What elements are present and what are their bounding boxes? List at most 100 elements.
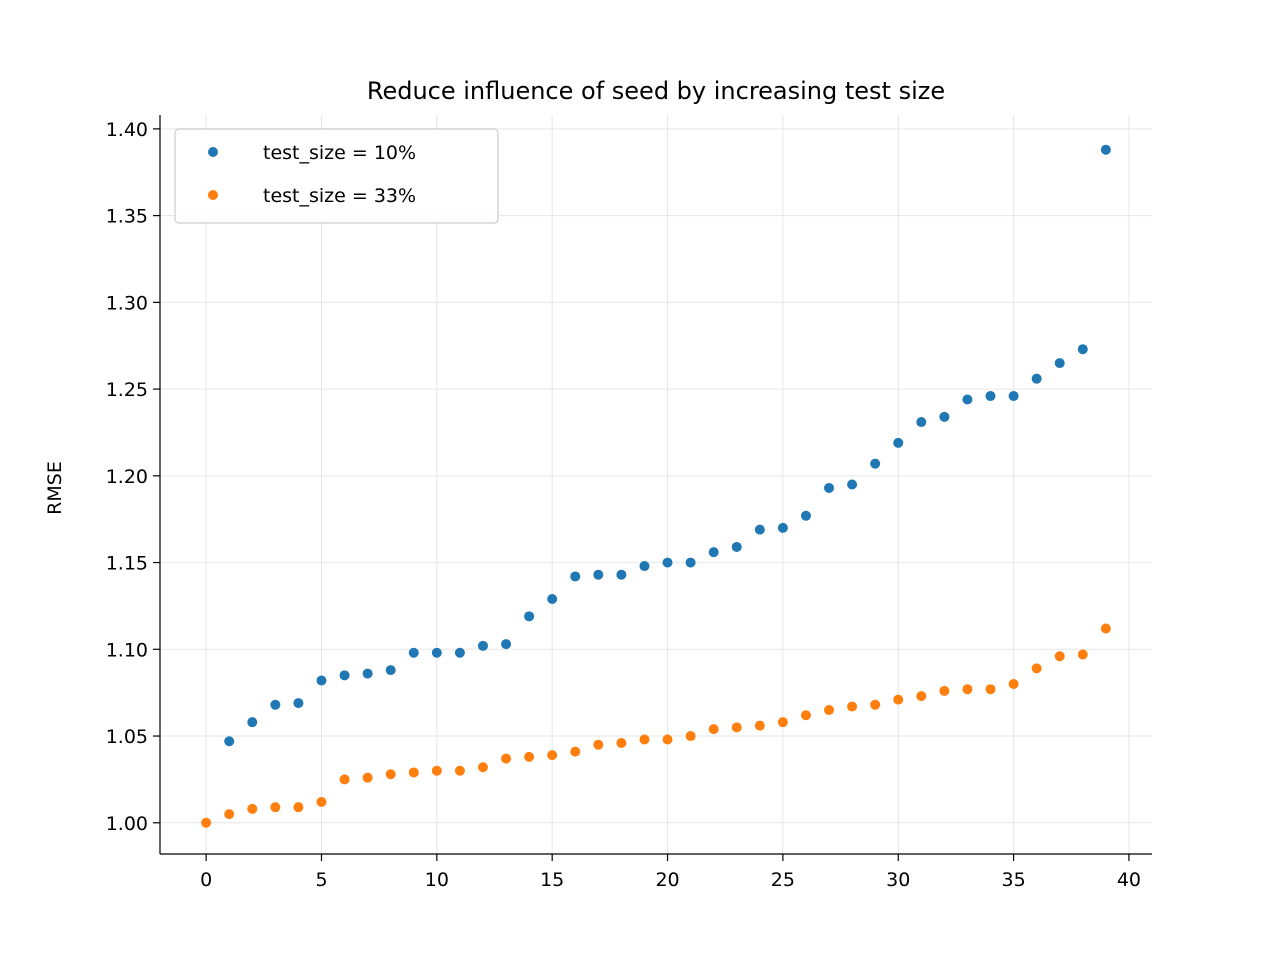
y-tick-label: 1.30	[106, 292, 148, 314]
data-point-series-1	[501, 639, 512, 650]
y-tick-label: 1.20	[106, 466, 148, 488]
x-tick-label: 25	[771, 869, 795, 891]
data-point-series-1	[777, 522, 788, 533]
data-point-series-1	[408, 647, 419, 658]
data-point-series-2	[1031, 663, 1042, 674]
data-point-series-2	[985, 684, 996, 695]
data-point-series-1	[593, 569, 604, 580]
x-tick-label: 40	[1117, 869, 1141, 891]
legend-label: test_size = 33%	[263, 185, 416, 207]
data-point-series-1	[1031, 373, 1042, 384]
data-point-series-1	[870, 458, 881, 469]
data-point-series-2	[1008, 678, 1019, 689]
y-tick-label: 1.35	[106, 206, 148, 228]
legend-marker	[208, 190, 218, 200]
data-point-series-2	[824, 705, 835, 716]
data-point-series-2	[385, 769, 396, 780]
data-point-series-1	[985, 391, 996, 402]
data-point-series-2	[270, 802, 281, 813]
data-points	[201, 144, 1111, 828]
data-point-series-2	[870, 699, 881, 710]
y-tick-label: 1.00	[106, 813, 148, 835]
data-point-series-2	[962, 684, 973, 695]
data-point-series-1	[1077, 344, 1088, 355]
data-point-series-2	[339, 774, 350, 785]
axes-spines	[159, 115, 1152, 855]
data-point-series-2	[916, 691, 927, 702]
data-point-series-2	[939, 685, 950, 696]
data-point-series-1	[224, 736, 235, 747]
x-tick-label: 0	[200, 869, 212, 891]
data-point-series-1	[1100, 144, 1111, 155]
y-tick-label: 1.25	[106, 379, 148, 401]
x-tick-label: 35	[1001, 869, 1025, 891]
x-tick-label: 5	[315, 869, 327, 891]
data-point-series-1	[362, 668, 373, 679]
data-point-series-1	[385, 665, 396, 676]
data-point-series-1	[893, 437, 904, 448]
data-point-series-1	[639, 561, 650, 572]
x-tick-label: 15	[540, 869, 564, 891]
data-point-series-1	[247, 717, 258, 728]
data-point-series-1	[962, 394, 973, 405]
data-point-series-1	[270, 699, 281, 710]
data-point-series-1	[524, 611, 535, 622]
data-point-series-1	[339, 670, 350, 681]
data-point-series-1	[431, 647, 442, 658]
y-tick-label: 1.10	[106, 639, 148, 661]
legend: test_size = 10% test_size = 33%	[174, 128, 499, 224]
data-point-series-2	[201, 817, 212, 828]
x-tick-label: 10	[425, 869, 449, 891]
data-point-series-2	[800, 710, 811, 721]
data-point-series-1	[454, 647, 465, 658]
data-point-series-1	[939, 411, 950, 422]
x-tick-label: 20	[655, 869, 679, 891]
legend-label: test_size = 10%	[263, 142, 416, 164]
data-point-series-1	[824, 482, 835, 493]
data-point-series-2	[362, 772, 373, 783]
data-point-series-1	[570, 571, 581, 582]
data-point-series-2	[316, 796, 327, 807]
data-point-series-2	[616, 737, 627, 748]
data-point-series-2	[1100, 623, 1111, 634]
x-tick-label: 30	[886, 869, 910, 891]
data-point-series-2	[847, 701, 858, 712]
data-point-series-2	[431, 765, 442, 776]
data-point-series-2	[408, 767, 419, 778]
data-point-series-2	[247, 803, 258, 814]
data-point-series-1	[477, 640, 488, 651]
data-point-series-1	[800, 510, 811, 521]
data-point-series-2	[685, 731, 696, 742]
y-tick-label: 1.40	[106, 119, 148, 141]
data-point-series-1	[708, 547, 719, 558]
data-point-series-2	[547, 750, 558, 761]
data-point-series-1	[685, 557, 696, 568]
data-point-series-1	[316, 675, 327, 686]
data-point-series-1	[1008, 391, 1019, 402]
data-point-series-2	[524, 751, 535, 762]
grid	[160, 115, 1152, 854]
y-tick-label: 1.15	[106, 553, 148, 575]
y-tick-label: 1.05	[106, 726, 148, 748]
data-point-series-2	[570, 746, 581, 757]
data-point-series-1	[547, 593, 558, 604]
data-point-series-2	[593, 739, 604, 750]
data-point-series-2	[754, 720, 765, 731]
y-axis-label: RMSE	[44, 461, 66, 515]
data-point-series-1	[662, 557, 673, 568]
data-point-series-2	[293, 802, 304, 813]
data-point-series-1	[916, 417, 927, 428]
data-point-series-2	[708, 724, 719, 735]
data-point-series-1	[616, 569, 627, 580]
data-point-series-1	[293, 698, 304, 709]
data-point-series-2	[477, 762, 488, 773]
data-point-series-1	[731, 541, 742, 552]
data-point-series-2	[454, 765, 465, 776]
axis-ticks: 0 5 10 15 20 25 30 35 40 1.00 1.05 1.10 1.15 1.20 1.25…	[106, 119, 1141, 891]
data-point-series-2	[662, 734, 673, 745]
data-point-series-1	[1054, 358, 1065, 369]
data-point-series-2	[1077, 649, 1088, 660]
data-point-series-2	[639, 734, 650, 745]
data-point-series-2	[501, 753, 512, 764]
